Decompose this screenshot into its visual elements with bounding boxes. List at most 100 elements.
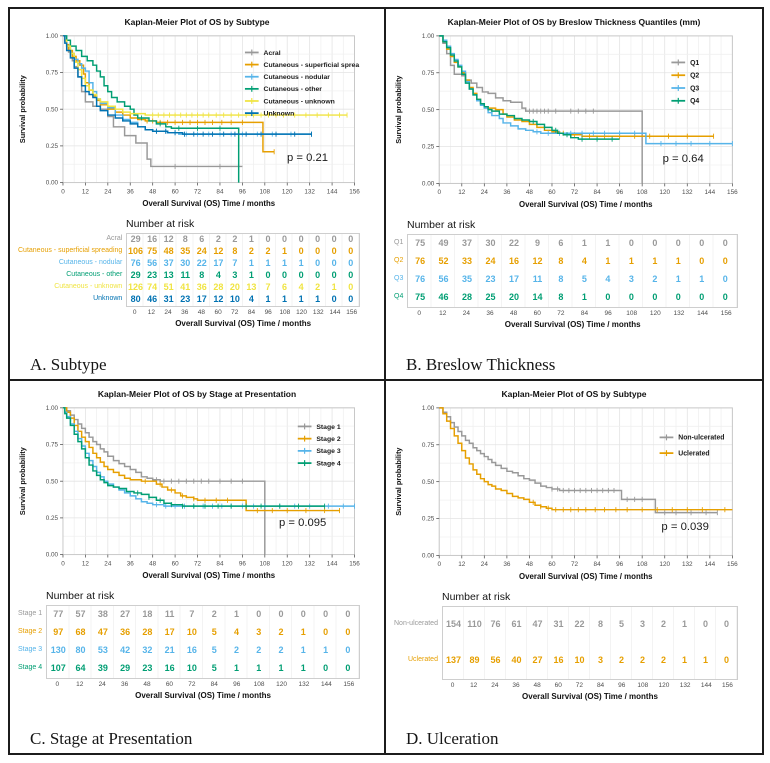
km-curve-gray: [439, 35, 643, 184]
risk-count: 2: [256, 646, 262, 656]
p-value-annotation: p = 0.64: [663, 153, 704, 165]
risk-axis-tick-label: 108: [253, 680, 265, 688]
risk-count: 1: [298, 295, 304, 305]
risk-axis-tick-label: 48: [533, 681, 541, 689]
y-tick-label: 0.50: [46, 106, 59, 113]
risk-table-section: Number at risk Non-ulcerated Uclerated 154 1…: [394, 590, 752, 701]
risk-count: 48: [163, 247, 174, 257]
risk-count: 23: [485, 275, 496, 285]
x-tick-label: 156: [349, 560, 360, 567]
risk-count: 10: [229, 295, 240, 305]
risk-axis-tick-label: 108: [626, 309, 638, 317]
risk-count: 137: [445, 656, 461, 666]
risk-count: 1: [331, 283, 337, 293]
risk-axis-tick-label: 60: [165, 680, 174, 688]
risk-count: 80: [130, 295, 141, 305]
km-plot-canvas: 1.00 0.75 0.50 0.25 0.000 12 24 36 48 60 72 84 96 108…: [394, 405, 738, 581]
x-tick-label: 132: [304, 188, 315, 195]
x-tick-label: 60: [172, 188, 180, 195]
y-tick-label: 0.75: [422, 70, 435, 77]
risk-count: 46: [147, 295, 158, 305]
risk-axis-tick-label: 36: [486, 309, 494, 317]
risk-count: 0: [282, 271, 288, 281]
risk-count: 18: [142, 610, 153, 620]
risk-row-label: Cutaneous - nodular: [58, 259, 123, 267]
risk-count: 5: [211, 628, 217, 638]
risk-axis-tick-label: 120: [658, 681, 670, 689]
risk-count: 3: [232, 271, 238, 281]
risk-count: 126: [128, 283, 144, 293]
km-curve-orange: [62, 407, 340, 512]
x-tick-label: 48: [526, 189, 534, 196]
risk-count: 28: [213, 283, 224, 293]
risk-row-label: Acral: [106, 235, 123, 243]
risk-count: 2: [660, 620, 666, 630]
risk-axis-title: Overall Survival (OS) Time / months: [135, 691, 272, 701]
risk-count: 0: [722, 293, 728, 303]
legend-label: Cutaneous - other: [264, 86, 323, 93]
risk-count: 53: [97, 646, 108, 656]
risk-count: 17: [164, 628, 175, 638]
risk-count: 8: [199, 271, 205, 281]
legend-label: Stage 4: [316, 460, 340, 467]
x-tick-label: 60: [548, 561, 556, 568]
risk-table-body: Acral Cutaneous - superficial spreading Cu…: [18, 232, 374, 329]
legend-label: Cutaneous - unknown: [264, 98, 335, 105]
y-tick-label: 0.50: [422, 479, 435, 486]
risk-count: 0: [628, 239, 634, 249]
legend-label: Cutaneous - superficial sprea: [264, 62, 360, 69]
risk-count: 46: [438, 293, 449, 303]
risk-count: 4: [248, 295, 254, 305]
risk-count: 130: [50, 646, 66, 656]
risk-count: 3: [628, 275, 634, 285]
km-curve-green: [439, 35, 620, 140]
risk-row-label: Stage 1: [18, 610, 43, 618]
risk-count: 23: [142, 664, 153, 674]
risk-count: 22: [574, 620, 585, 630]
risk-axis-tick-label: 60: [214, 308, 222, 316]
risk-axis-tick-label: 96: [233, 680, 241, 688]
risk-count: 56: [147, 259, 158, 269]
legend-label: Cutaneous - nodular: [264, 74, 331, 81]
risk-axis-tick-label: 24: [98, 680, 106, 688]
risk-axis-tick-label: 108: [279, 308, 291, 316]
risk-row-label: Stage 2: [18, 628, 43, 636]
x-axis-title: Overall Survival (OS) Time / months: [519, 572, 653, 581]
risk-count: 3: [639, 620, 645, 630]
risk-axis-tick-label: 84: [580, 309, 589, 317]
risk-count: 0: [675, 293, 681, 303]
risk-table-title: Number at risk: [442, 590, 511, 603]
risk-axis-tick-label: 48: [510, 309, 518, 317]
panel-breslow-thickness: Kaplan-Meier Plot of OS by Breslow Thick…: [386, 9, 762, 381]
risk-count: 0: [298, 271, 304, 281]
risk-axis-tick-label: 24: [164, 308, 172, 316]
legend-label: Q3: [690, 85, 699, 92]
p-value-annotation: p = 0.039: [661, 521, 708, 533]
risk-count: 0: [331, 235, 337, 245]
risk-row-label: Cutaneous - other: [66, 271, 123, 279]
risk-count: 0: [300, 610, 306, 620]
risk-axis-tick-label: 156: [721, 681, 733, 689]
legend-label: Acral: [264, 50, 281, 57]
x-tick-label: 108: [260, 560, 271, 567]
y-tick-label: 1.00: [422, 33, 435, 40]
risk-count: 2: [248, 247, 254, 257]
x-tick-label: 144: [327, 188, 338, 195]
risk-axis-title: Overall Survival (OS) Time / months: [175, 319, 312, 329]
risk-count: 0: [348, 271, 354, 281]
risk-grid-wrap: 29 16 12 8 6 2 2 1 0 0 0 0 0 0 106 75 48 35 24 12 8 2 2 1 0 0 0 0 76…: [126, 232, 360, 329]
risk-count: 22: [508, 239, 519, 249]
risk-count: 2: [278, 628, 284, 638]
risk-count: 0: [315, 247, 321, 257]
risk-count: 1: [248, 235, 254, 245]
risk-count: 76: [130, 259, 141, 269]
risk-axis-tick-label: 24: [491, 681, 499, 689]
risk-count: 75: [147, 247, 158, 257]
x-tick-label: 96: [239, 188, 247, 195]
risk-count: 0: [298, 235, 304, 245]
risk-count: 8: [558, 275, 564, 285]
risk-count: 1: [315, 295, 321, 305]
risk-count: 0: [699, 239, 705, 249]
legend-label: Q4: [690, 98, 699, 105]
risk-count: 68: [75, 628, 86, 638]
